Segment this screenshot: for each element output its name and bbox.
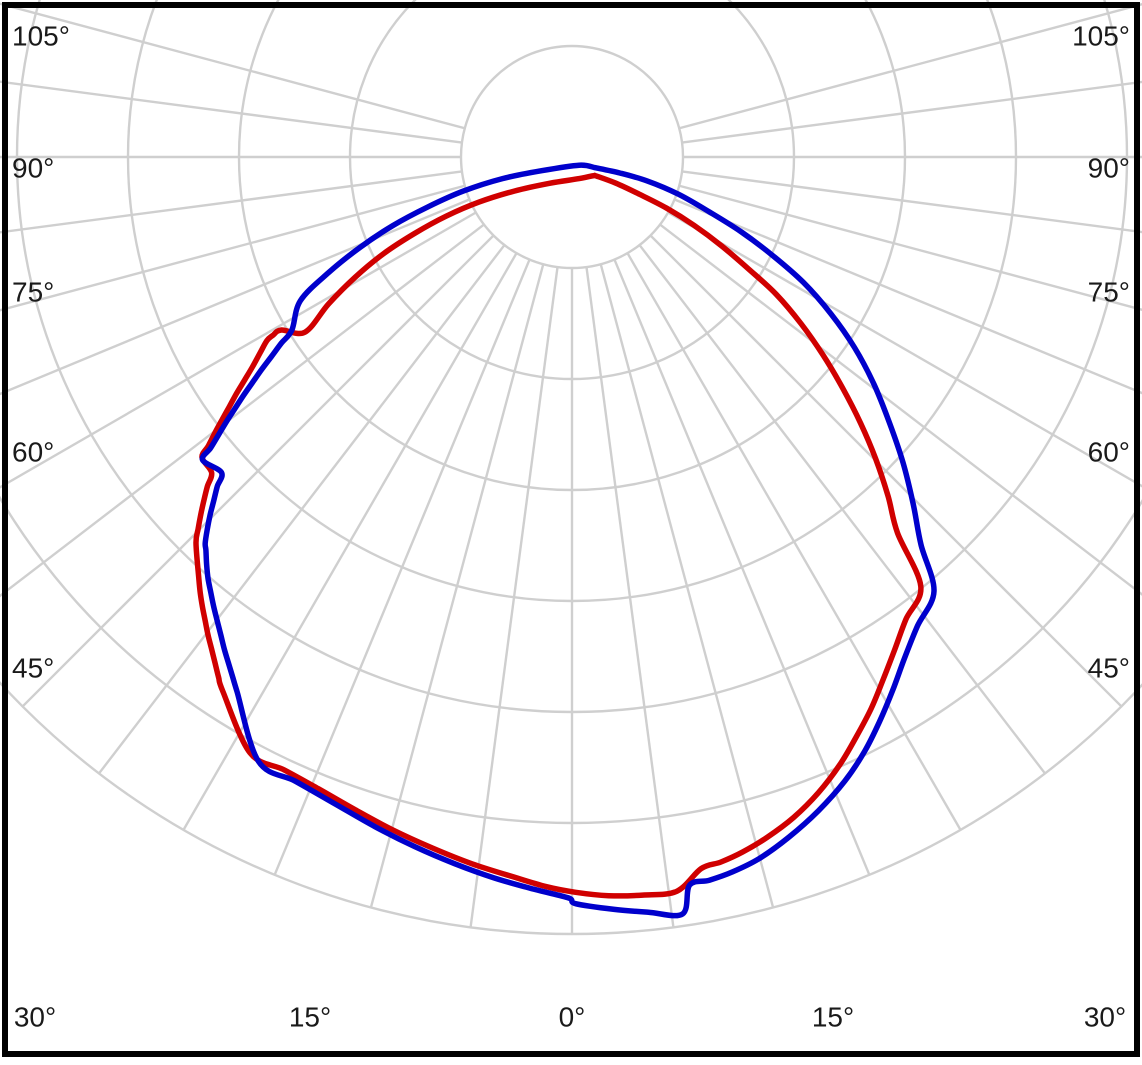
svg-text:30°: 30° xyxy=(1084,1001,1126,1032)
svg-text:15°: 15° xyxy=(289,1001,331,1032)
svg-text:45°: 45° xyxy=(12,652,54,683)
svg-text:75°: 75° xyxy=(1088,276,1130,307)
svg-text:45°: 45° xyxy=(1088,652,1130,683)
svg-text:60°: 60° xyxy=(1088,436,1130,467)
svg-text:75°: 75° xyxy=(12,276,54,307)
svg-text:90°: 90° xyxy=(12,152,54,183)
svg-text:30°: 30° xyxy=(14,1001,56,1032)
svg-text:105°: 105° xyxy=(12,20,70,51)
svg-text:105°: 105° xyxy=(1072,20,1130,51)
svg-text:60°: 60° xyxy=(12,436,54,467)
svg-text:15°: 15° xyxy=(812,1001,854,1032)
svg-text:90°: 90° xyxy=(1088,152,1130,183)
svg-text:0°: 0° xyxy=(559,1001,586,1032)
